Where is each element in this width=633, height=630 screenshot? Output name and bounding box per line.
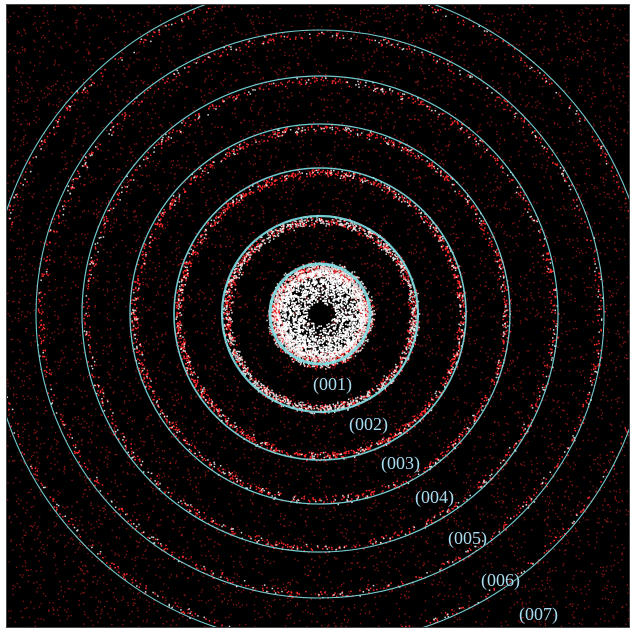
ring-label-003: (003) (381, 453, 420, 473)
ring-label-007: (007) (519, 604, 558, 624)
ring-4 (129, 123, 511, 505)
ring-1 (268, 262, 372, 366)
diffraction-image: (001) (002) (003) (004) (005) (006) (007… (6, 4, 630, 628)
ring-5 (81, 75, 559, 553)
ring-label-006: (006) (481, 570, 520, 590)
central-spot (276, 270, 366, 360)
diffraction-pattern (7, 5, 629, 627)
indexed-rings (7, 5, 629, 627)
ring-2 (220, 214, 420, 414)
band-1 (266, 260, 376, 370)
beam-stop (313, 307, 327, 321)
diffraction-bands (7, 5, 629, 627)
ring-label-004: (004) (415, 487, 454, 507)
ring-6 (35, 29, 605, 599)
ring-label-002: (002) (349, 414, 388, 434)
ring-label-005: (005) (448, 528, 487, 548)
ring-3 (173, 167, 467, 461)
ring-label-001: (001) (313, 374, 352, 394)
